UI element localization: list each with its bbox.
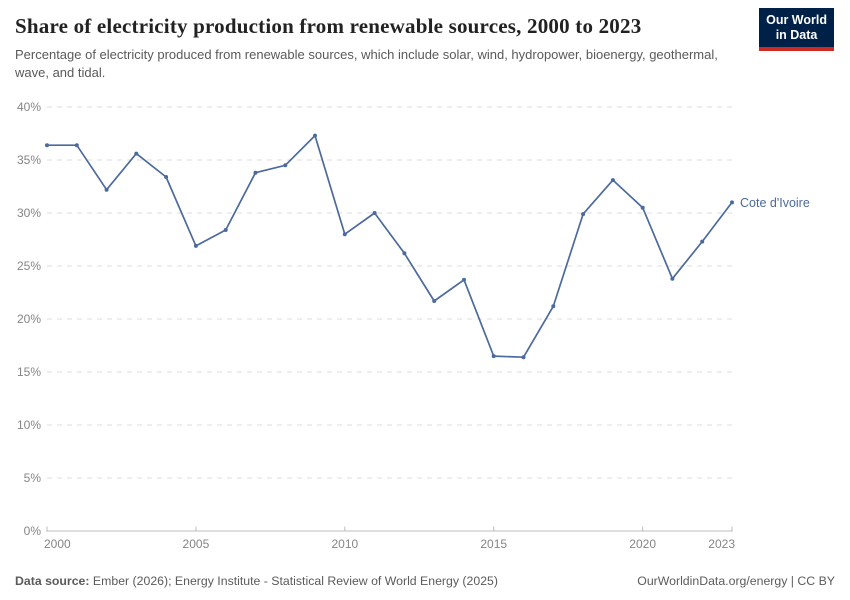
- x-axis-tick-label: 2020: [629, 537, 656, 551]
- x-axis-tick-label: 2023: [708, 537, 735, 551]
- y-axis-tick-label: 25%: [17, 259, 41, 273]
- data-point[interactable]: [223, 228, 228, 232]
- y-axis-tick-label: 30%: [17, 206, 41, 220]
- x-axis-tick-label: 2005: [183, 537, 210, 551]
- data-point[interactable]: [491, 354, 496, 359]
- data-source-text: Ember (2026); Energy Institute - Statist…: [89, 574, 498, 588]
- chart-subtitle: Percentage of electricity produced from …: [15, 47, 718, 81]
- y-axis-tick-label: 10%: [17, 418, 41, 432]
- data-point[interactable]: [283, 163, 288, 168]
- data-point[interactable]: [521, 355, 526, 360]
- x-axis-tick-label: 2000: [44, 537, 71, 551]
- y-axis-tick-label: 35%: [17, 153, 41, 167]
- owid-logo[interactable]: Our World in Data: [759, 8, 834, 51]
- chart-canvas[interactable]: 0% 5% 10% 15% 20% 25% 30% 35% 40% 2000 2005 2010 201…: [0, 95, 850, 560]
- data-point[interactable]: [253, 170, 258, 175]
- data-point[interactable]: [610, 178, 615, 183]
- y-axis-tick-label: 0%: [24, 524, 42, 538]
- data-point[interactable]: [581, 212, 586, 217]
- data-point[interactable]: [432, 299, 437, 303]
- data-point[interactable]: [104, 187, 109, 192]
- data-point[interactable]: [700, 239, 705, 244]
- owid-logo-line1: Our World: [766, 13, 827, 27]
- data-source-label: Data source:: [15, 574, 90, 588]
- data-point[interactable]: [670, 276, 675, 281]
- trend-line[interactable]: [46, 134, 733, 359]
- y-axis-tick-label: 40%: [17, 100, 41, 114]
- data-point[interactable]: [342, 232, 347, 237]
- y-axis-tick-label: 5%: [24, 471, 42, 485]
- data-point[interactable]: [45, 143, 49, 148]
- x-axis-tick-label: 2010: [331, 537, 358, 551]
- chart-title: Share of electricity production from ren…: [15, 14, 642, 38]
- data-source-note: Data source: Ember (2026); Energy Instit…: [15, 574, 498, 588]
- data-point[interactable]: [402, 251, 407, 256]
- data-point[interactable]: [134, 151, 139, 156]
- series-label[interactable]: Cote d'Ivoire: [740, 196, 810, 210]
- data-point[interactable]: [640, 205, 645, 210]
- data-point[interactable]: [730, 200, 734, 205]
- data-point[interactable]: [193, 243, 198, 248]
- y-axis-tick-label: 15%: [17, 365, 41, 379]
- x-axis-tick-label: 2015: [480, 537, 507, 551]
- data-point[interactable]: [462, 277, 466, 282]
- data-point[interactable]: [551, 304, 556, 309]
- chart-area[interactable]: 0% 5% 10% 15% 20% 25% 30% 35% 40% 2000 2005 2010 201…: [0, 95, 850, 560]
- data-point[interactable]: [164, 175, 169, 179]
- data-point[interactable]: [372, 211, 377, 215]
- credit-link[interactable]: OurWorldinData.org/energy | CC BY: [637, 574, 835, 588]
- y-axis-tick-label: 20%: [17, 312, 41, 326]
- owid-logo-line2: in Data: [775, 28, 818, 43]
- data-point[interactable]: [313, 133, 317, 138]
- data-point[interactable]: [74, 143, 79, 148]
